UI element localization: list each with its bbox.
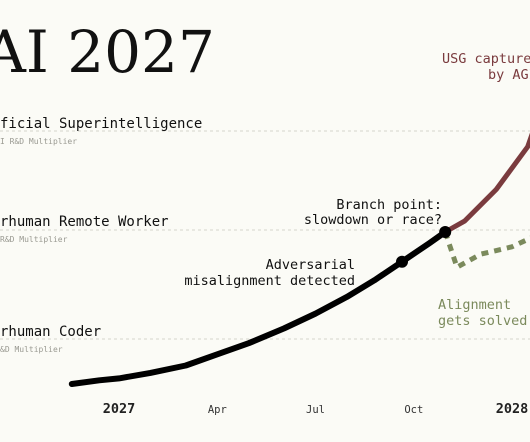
- series-line-main: [68, 229, 449, 387]
- x-tick-label-1: Apr: [208, 404, 227, 416]
- key-point-marker-0: [396, 255, 408, 268]
- branch-annotation-line1: Branch point:: [336, 197, 442, 213]
- series-layer: [68, 132, 530, 387]
- x-axis-ticks: 2027 Apr Jul Oct 2028: [103, 401, 529, 417]
- level-label-remote-worker: rhuman Remote Worker: [0, 214, 169, 230]
- alignment-annotation-line2: gets solved: [438, 313, 527, 329]
- x-tick-label-2: Jul: [306, 404, 325, 416]
- x-tick-label-3: Oct: [404, 404, 423, 416]
- alignment-annotation-line1: Alignment: [438, 297, 511, 313]
- x-tick-label-0: 2027: [103, 401, 136, 417]
- level-sub-coder: &D Multiplier: [0, 345, 63, 354]
- adversarial-annotation-line2: misalignment detected: [184, 273, 355, 289]
- level-sub-asi: I R&D Multiplier: [0, 137, 77, 146]
- figure-title: AI 2027: [0, 18, 215, 86]
- usg-annotation-line1: USG capture: [442, 51, 530, 67]
- x-tick-label-4: 2028: [496, 401, 529, 417]
- branch-annotation-line2: slowdown or race?: [304, 212, 442, 228]
- key-point-marker-1: [439, 226, 452, 238]
- adversarial-annotation-line1: Adversarial: [266, 257, 355, 273]
- series-line-slowdown: [442, 231, 530, 270]
- usg-annotation-line2: by AGI: [488, 67, 530, 83]
- level-label-coder: rhuman Coder: [0, 324, 101, 340]
- level-sub-remote-worker: R&D Multiplier: [0, 235, 68, 244]
- series-line-race: [442, 132, 530, 235]
- level-label-asi: ficial Superintelligence: [0, 116, 202, 132]
